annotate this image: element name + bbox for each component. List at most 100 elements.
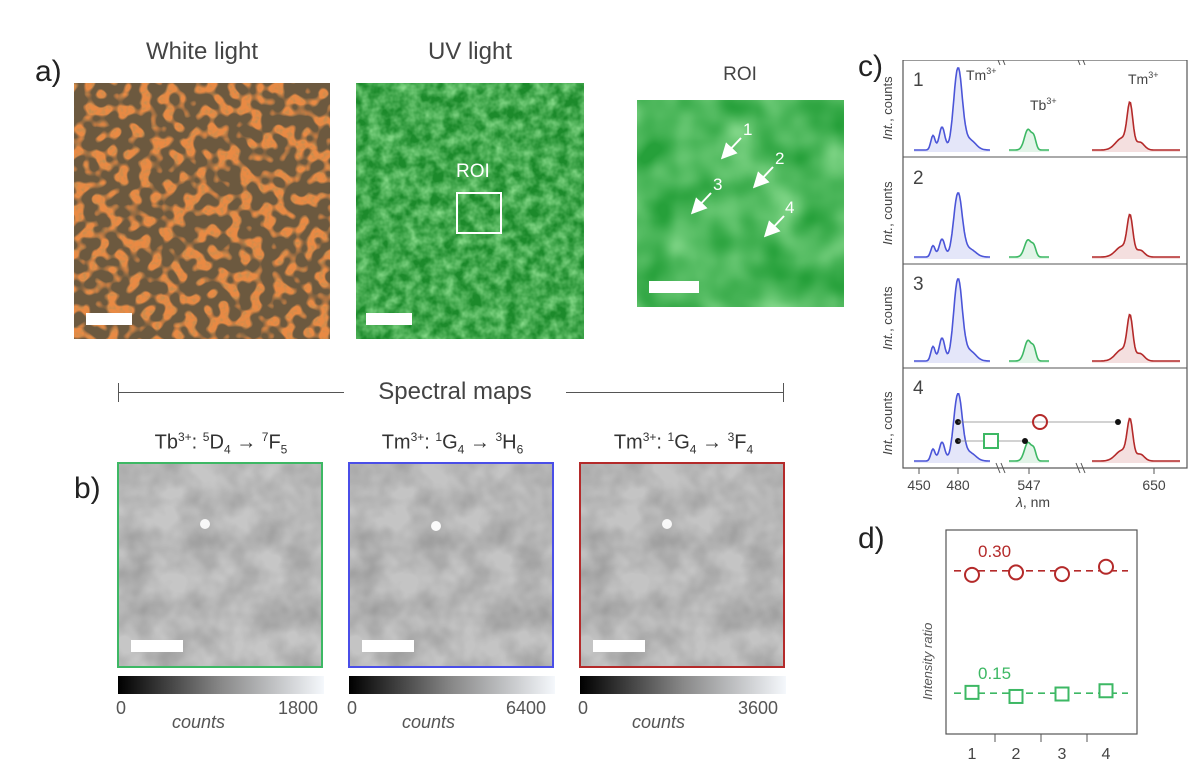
roi-point-3: 3 xyxy=(713,175,723,194)
map-tm-blue-texture xyxy=(350,464,552,666)
panel-d-chart: Intensity ratio 0.30 0.15 1 2 3 4 xyxy=(920,529,1138,763)
spectrum-fill-0-row-2 xyxy=(914,193,990,259)
colorbar-tb-min: 0 xyxy=(116,698,127,718)
peak-label-tm-blue: Tm3+ xyxy=(966,66,996,83)
colorbar-tm-red-min: 0 xyxy=(578,698,589,718)
spectrum-line-2-row-1 xyxy=(1092,100,1180,151)
ratio-x-tick-2: 2 xyxy=(1012,746,1021,763)
axis-break-top xyxy=(997,60,1086,66)
spectrum-line-1-row-2 xyxy=(1009,239,1049,258)
ratio-y-label: Intensity ratio xyxy=(920,623,935,700)
arrow-1 xyxy=(720,137,742,160)
ratio-point-0-1 xyxy=(964,566,980,583)
ratio-x-tick-4: 4 xyxy=(1102,746,1111,763)
colorbar-tb-counts: counts xyxy=(172,712,226,732)
spectrum-line-2-row-4 xyxy=(1092,417,1180,462)
map-title-tb: Tb3+: 5D4 → 7F5 xyxy=(154,430,288,457)
x-axis-label: λ, nm xyxy=(1015,494,1050,510)
ratio-point-0-4 xyxy=(1098,558,1114,575)
spectrum-fill-0-row-3 xyxy=(914,279,990,363)
y-label-row-1: Int., counts xyxy=(880,76,895,140)
uv-light-texture xyxy=(356,83,584,339)
spectrum-line-0-row-4 xyxy=(914,393,990,462)
spectrum-fill-2-row-4 xyxy=(1092,418,1180,463)
colorbar-tb xyxy=(118,676,324,694)
spectrum-fill-2-row-3 xyxy=(1092,314,1180,363)
map-title-tm-red: Tm3+: 1G4 → 3F4 xyxy=(613,430,754,457)
spectrum-fill-0-row-1 xyxy=(914,68,990,152)
colorbar-tb-max: 1800 xyxy=(278,698,319,718)
row-4-markers xyxy=(955,414,1121,449)
scale-bar xyxy=(366,313,412,325)
spectrum-line-1-row-3 xyxy=(1009,339,1049,362)
colorbar-tm-blue xyxy=(349,676,555,694)
spectrum-fill-1-row-3 xyxy=(1009,340,1049,363)
roi-box-label: ROI xyxy=(456,161,490,182)
axis-break-bottom xyxy=(995,462,1086,474)
roi-point-2: 2 xyxy=(775,149,785,168)
spectrum-fill-1-row-4 xyxy=(1009,442,1049,463)
map-tb-image xyxy=(117,462,323,668)
map-title-tm-blue: Tm3+: 1G4 → 3H6 xyxy=(381,430,524,457)
marker-circle-red xyxy=(1032,414,1048,430)
ratio-point-1-3 xyxy=(1054,686,1070,702)
map-tm-blue-image xyxy=(348,462,554,668)
marker-dot xyxy=(1115,419,1121,425)
ratio-point-1-4 xyxy=(1098,683,1114,699)
colorbar-tm-red xyxy=(580,676,786,694)
spectrum-line-0-row-3 xyxy=(914,278,990,362)
spectrum-fill-2-row-2 xyxy=(1092,214,1180,259)
white-light-texture xyxy=(74,83,330,339)
roi-title: ROI xyxy=(723,64,757,85)
colorbar-tm-blue-counts: counts xyxy=(402,712,456,732)
spectrum-line-0-row-1 xyxy=(914,67,990,151)
marker-square-green xyxy=(983,433,999,449)
spectral-maps-bracket-left xyxy=(118,392,344,393)
colorbar-tm-red-max: 3600 xyxy=(738,698,779,718)
scale-bar xyxy=(131,640,183,652)
row-number-2: 2 xyxy=(913,168,924,189)
roi-point-4: 4 xyxy=(785,198,795,217)
spectrum-fill-1-row-2 xyxy=(1009,239,1049,259)
arrow-2 xyxy=(752,166,774,189)
x-tick-450: 450 xyxy=(907,477,931,493)
spectrum-line-2-row-3 xyxy=(1092,313,1180,362)
spectrum-fill-1-row-1 xyxy=(1009,129,1049,152)
colorbar-tm-blue-max: 6400 xyxy=(506,698,547,718)
x-tick-547: 547 xyxy=(1017,477,1041,493)
panel-a-letter: a) xyxy=(35,55,62,88)
ratio-point-0-3 xyxy=(1054,566,1070,583)
y-label-row-4: Int., counts xyxy=(880,391,895,455)
map-tb-texture xyxy=(119,464,321,666)
ratio-mean-label-1: 0.15 xyxy=(978,664,1011,683)
panel-d-letter: d) xyxy=(858,522,885,555)
roi-point-1: 1 xyxy=(743,120,753,139)
row-number-3: 3 xyxy=(913,274,924,295)
scale-bar xyxy=(593,640,645,652)
scale-bar xyxy=(86,313,132,325)
peak-label-tm-red: Tm3+ xyxy=(1128,70,1158,87)
peak-label-tb-green: Tb3+ xyxy=(1030,96,1057,113)
spectral-maps-bracket-right-tick xyxy=(783,383,784,402)
ratio-x-tick-1: 1 xyxy=(968,746,977,763)
x-tick-marks xyxy=(918,468,1155,474)
row-number-4: 4 xyxy=(913,378,924,399)
spectral-maps-bracket-left-tick xyxy=(118,383,119,402)
panel-b-letter: b) xyxy=(74,472,101,505)
ratio-mean-label-0: 0.30 xyxy=(978,542,1011,561)
roi-box xyxy=(456,192,502,234)
scale-bar xyxy=(649,281,699,293)
colorbar-tm-blue-min: 0 xyxy=(347,698,358,718)
spectrum-fill-2-row-1 xyxy=(1092,102,1180,152)
ratio-markers: 0.30 0.15 xyxy=(954,542,1128,704)
roi-zoom-texture xyxy=(637,100,844,307)
ratio-point-0-2 xyxy=(1008,564,1024,581)
spectrum-line-1-row-4 xyxy=(1009,441,1049,462)
roi-zoom-image: 1 2 3 4 xyxy=(637,100,844,307)
uv-light-image: ROI xyxy=(356,83,584,339)
spectral-maps-title: Spectral maps xyxy=(378,378,532,405)
arrow-3 xyxy=(690,192,712,215)
scale-bar xyxy=(362,640,414,652)
ratio-x-tick-3: 3 xyxy=(1058,746,1067,763)
colorbar-tm-red-counts: counts xyxy=(632,712,686,732)
